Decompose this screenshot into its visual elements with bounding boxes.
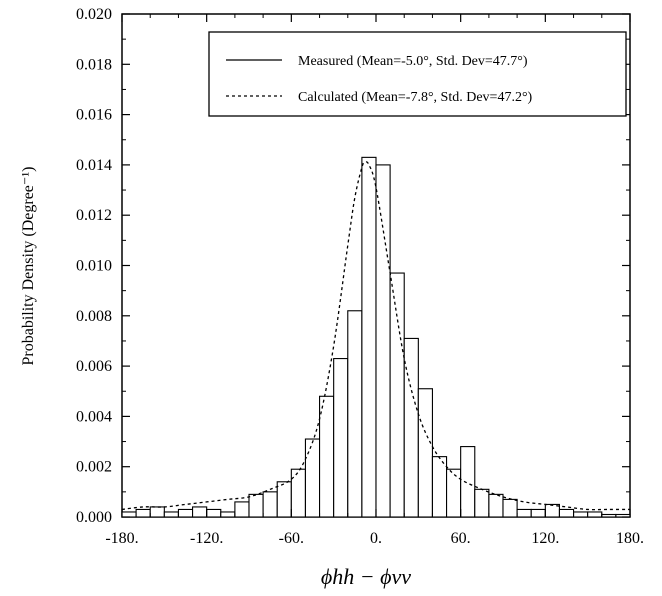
calculated-curve xyxy=(121,161,630,511)
legend-entry-calculated: Calculated (Mean=-7.8°, Std. Dev=47.2°) xyxy=(298,90,533,105)
x-tick-labels: -180. -120. -60. 0. 60. 120. 180. xyxy=(105,530,644,547)
histogram-bar xyxy=(248,493,264,518)
y-tick-label: 0.020 xyxy=(76,6,112,23)
histogram-bar xyxy=(431,456,448,518)
x-axis-label: ϕhh − ϕvv xyxy=(321,564,411,589)
histogram-bar xyxy=(417,388,433,518)
y-axis-label: Probability Density (Degree⁻¹) xyxy=(20,167,37,366)
y-tick-label: 0.004 xyxy=(76,408,112,425)
calculated-curve-layer xyxy=(121,161,630,511)
histogram-bar xyxy=(290,468,306,518)
histogram-bar xyxy=(601,513,617,518)
histogram-bar xyxy=(558,508,575,518)
histogram-bar xyxy=(587,511,603,518)
histogram-bar xyxy=(375,164,391,518)
histogram-bar xyxy=(573,511,589,518)
x-tick-label: -180. xyxy=(105,530,138,547)
legend: Measured (Mean=-5.0°, Std. Dev=47.7°) Ca… xyxy=(208,31,627,117)
histogram-bar xyxy=(149,506,165,518)
histogram-bar xyxy=(502,498,518,518)
y-tick-label: 0.002 xyxy=(76,459,112,476)
x-tick-label: -120. xyxy=(190,530,223,547)
y-tick-label: 0.014 xyxy=(76,157,112,174)
histogram-bar xyxy=(474,488,490,518)
histogram-bar xyxy=(460,446,476,518)
y-tick-label: 0.000 xyxy=(76,509,112,526)
histogram-bar xyxy=(192,506,208,518)
histogram-bar xyxy=(389,272,405,518)
axis-ticks xyxy=(121,13,631,518)
y-tick-labels: 0.000 0.002 0.004 0.006 0.008 0.010 0.012 0.014… xyxy=(76,6,112,526)
histogram-bar xyxy=(262,491,278,518)
y-tick-label: 0.018 xyxy=(76,56,112,73)
histogram-bar xyxy=(347,310,363,518)
histogram-bar xyxy=(163,511,179,518)
histogram-bar xyxy=(276,481,292,518)
histogram-bar xyxy=(333,358,349,518)
x-tick-label: -60. xyxy=(279,530,304,547)
x-tick-label: 180. xyxy=(616,530,644,547)
histogram-bar xyxy=(488,493,504,518)
histogram-bar xyxy=(121,511,137,518)
y-tick-label: 0.008 xyxy=(76,308,112,325)
histogram-bar xyxy=(403,337,419,518)
y-tick-label: 0.010 xyxy=(76,258,112,275)
legend-box xyxy=(208,31,627,117)
y-tick-label: 0.006 xyxy=(76,358,112,375)
histogram-bar xyxy=(319,395,335,518)
x-tick-label: 120. xyxy=(531,530,559,547)
histogram-bar xyxy=(220,511,236,518)
y-tick-label: 0.012 xyxy=(76,207,112,224)
histogram-bar xyxy=(361,156,377,518)
histogram-bar xyxy=(135,508,151,518)
histogram-bar xyxy=(234,501,250,518)
legend-entry-measured: Measured (Mean=-5.0°, Std. Dev=47.7°) xyxy=(298,54,528,69)
histogram-bar xyxy=(530,508,546,518)
x-tick-label: 60. xyxy=(451,530,471,547)
histogram-bar xyxy=(516,508,532,518)
histogram-bar xyxy=(177,508,194,518)
histogram-bar xyxy=(304,438,321,518)
histogram-bar xyxy=(206,508,222,518)
y-tick-label: 0.016 xyxy=(76,107,112,124)
measured-histogram xyxy=(121,156,631,518)
histogram-bar xyxy=(446,468,462,518)
x-tick-label: 0. xyxy=(370,530,382,547)
